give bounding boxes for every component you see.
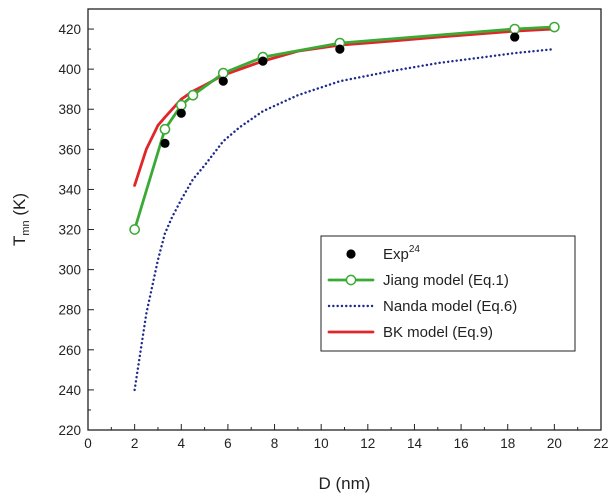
x-tick-label: 4 [178,436,186,451]
legend-label-jiang-model-eq-1: Jiang model (Eq.1) [383,272,509,289]
axis-ticks: 0 2 4 6 8 10 12 14 16 18 20 22220240260280300320340… [58,22,608,451]
exp-point [335,44,345,54]
y-axis-label-main: T [10,236,29,246]
x-tick-label: 10 [314,436,329,451]
plot-border [87,8,602,431]
x-tick-label: 22 [593,436,608,451]
legend: Exp24 Jiang model (Eq.1) Nanda model (Eq.6… [320,235,576,352]
x-tick-label: 18 [500,436,515,451]
legend-label-text: Exp [383,246,409,263]
x-tick-label: 14 [407,436,423,451]
x-tick-label: 12 [360,436,375,451]
y-tick-label: 420 [58,22,81,37]
jiang-model-eq-1-point [217,67,229,79]
y-axis-label-subscript: mn [20,220,32,235]
legend-label-bk-model-eq-9: BK model (Eq.9) [383,324,493,341]
y-tick-label: 320 [58,223,81,238]
exp-point [510,32,520,42]
y-tick-label: 400 [58,62,81,77]
exp-point [218,76,228,86]
jiang-model-eq-1-point [159,123,171,135]
x-tick-label: 2 [131,436,139,451]
legend-label-text: Jiang model (Eq.1) [383,272,509,289]
y-tick-label: 280 [58,303,81,318]
legend-label-superscript: 24 [409,244,421,255]
plot-area [87,8,602,431]
y-tick-label: 220 [58,423,81,438]
x-tick-label: 20 [547,436,562,451]
x-tick-label: 16 [454,436,469,451]
series-layer [129,21,560,392]
y-axis-label-unit: (K) [10,193,29,220]
y-tick-label: 360 [58,142,81,157]
jiang-model-eq-1-point [129,224,140,235]
y-tick-label: 340 [58,182,81,197]
jiang-model-eq-1-point [509,23,521,35]
y-tick-label: 300 [58,263,81,278]
legend-label-text: Nanda model (Eq.6) [383,298,517,315]
x-tick-label: 6 [224,436,232,451]
x-tick-label: 8 [271,436,279,451]
bk-model-eq-9-line [133,27,556,187]
y-axis-label: Tmn (K) [10,193,32,246]
exp-point [160,138,170,148]
y-tick-label: 260 [58,343,81,358]
y-tick-label: 240 [58,383,81,398]
exp-point [176,108,186,118]
legend-label-exp: Exp24 [383,244,420,263]
legend-label-nanda-model-eq-6: Nanda model (Eq.6) [383,298,517,315]
jiang-model-eq-1-point [187,89,199,101]
jiang-model-eq-1-point [175,99,187,111]
y-tick-label: 380 [58,102,81,117]
exp-point [258,56,268,66]
jiang-model-eq-1-point [549,21,560,33]
legend-marker-jiang-model-eq-1 [345,274,357,286]
jiang-model-eq-1-line [133,25,556,231]
legend-marker-exp [346,249,356,259]
nanda-model-eq-6-line [133,47,556,392]
x-axis-label: D (nm) [319,474,371,493]
x-tick-label: 0 [84,436,92,451]
legend-label-text: BK model (Eq.9) [383,324,493,341]
